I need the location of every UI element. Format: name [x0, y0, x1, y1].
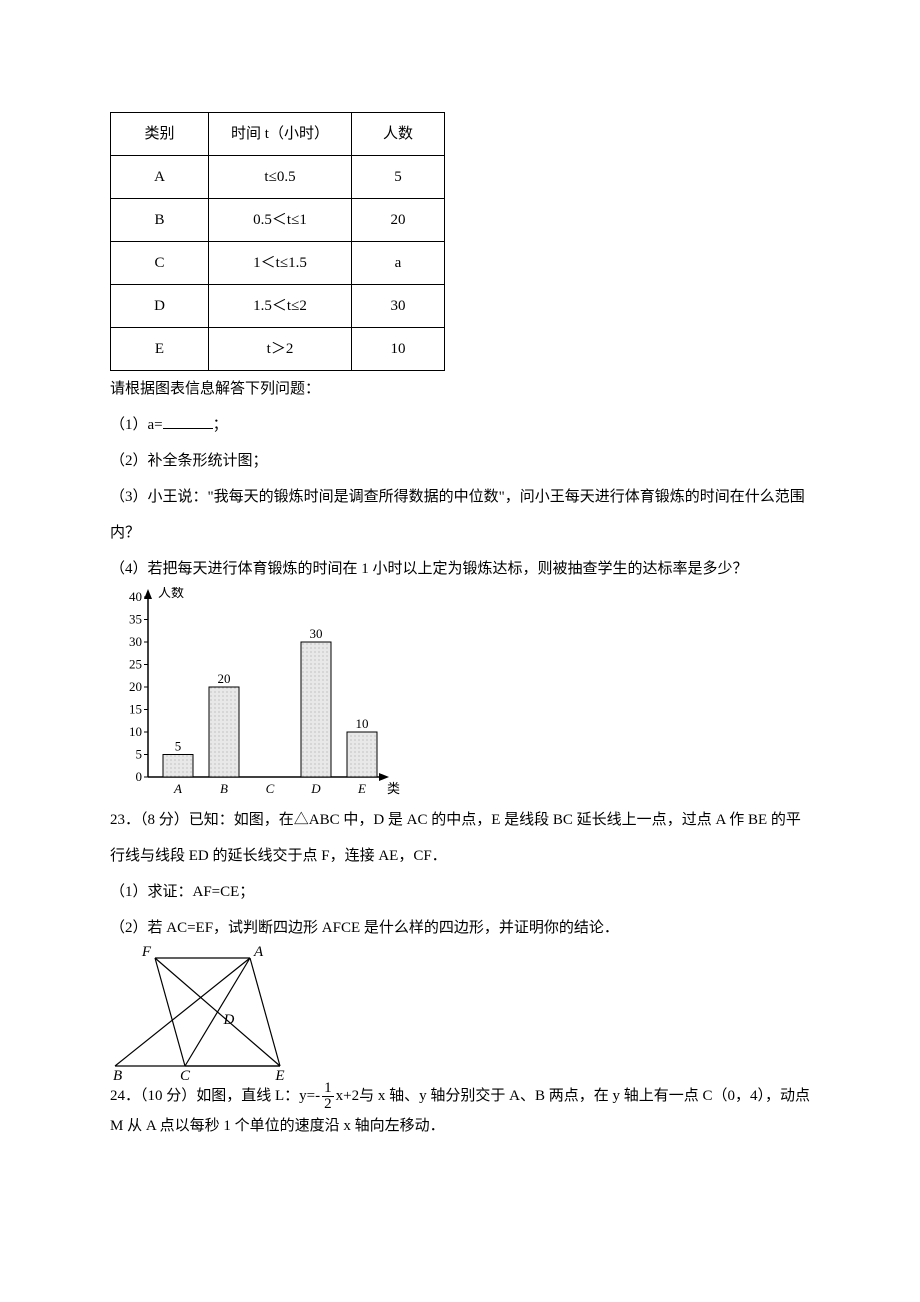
- table-header-cell: 时间 t（小时）: [209, 113, 352, 156]
- table-cell: 20: [352, 199, 445, 242]
- table-row: 类别 时间 t（小时） 人数: [111, 113, 445, 156]
- table-row: C 1＜t≤1.5 a: [111, 242, 445, 285]
- question-2: （2）补全条形统计图；: [110, 443, 810, 479]
- question-3: （3）小王说："我每天的锻炼时间是调查所得数据的中位数"，问小王每天进行体育锻炼…: [110, 479, 810, 551]
- svg-text:10: 10: [129, 724, 142, 739]
- svg-text:25: 25: [129, 657, 142, 672]
- question-23: 23．（8 分）已知：如图，在△ABC 中，D 是 AC 的中点，E 是线段 B…: [110, 802, 810, 874]
- geometry-figure: F A B C E D: [110, 946, 810, 1081]
- fraction-den: 2: [322, 1097, 334, 1112]
- table-cell: t≤0.5: [209, 156, 352, 199]
- svg-text:5: 5: [136, 747, 143, 762]
- svg-text:E: E: [357, 781, 366, 796]
- svg-text:0: 0: [136, 769, 143, 784]
- fraction-half: 12: [322, 1081, 334, 1112]
- table-cell: 1.5＜t≤2: [209, 285, 352, 328]
- svg-text:30: 30: [310, 626, 323, 641]
- svg-text:20: 20: [218, 671, 231, 686]
- svg-text:类别: 类别: [387, 781, 400, 796]
- bar-chart-svg: 0 5 10 15 20 25 30 35 40 人数类别 5 A 20 B C 30 D 10 E: [110, 587, 400, 802]
- svg-text:F: F: [141, 946, 152, 960]
- table-cell: C: [111, 242, 209, 285]
- table-header-cell: 人数: [352, 113, 445, 156]
- svg-text:A: A: [173, 781, 182, 796]
- svg-text:10: 10: [356, 716, 369, 731]
- table-cell: t＞2: [209, 328, 352, 371]
- svg-text:E: E: [274, 1068, 284, 1081]
- svg-text:D: D: [223, 1012, 235, 1028]
- q1-post: ；: [213, 417, 228, 433]
- data-table: 类别 时间 t（小时） 人数 A t≤0.5 5 B 0.5＜t≤1 20 C …: [110, 112, 445, 371]
- svg-text:20: 20: [129, 679, 142, 694]
- fraction-num: 1: [322, 1081, 334, 1097]
- page: 类别 时间 t（小时） 人数 A t≤0.5 5 B 0.5＜t≤1 20 C …: [0, 0, 920, 1201]
- table-row: E t＞2 10: [111, 328, 445, 371]
- question-4: （4）若把每天进行体育锻炼的时间在 1 小时以上定为锻炼达标，则被抽查学生的达标…: [110, 551, 810, 587]
- table-cell: E: [111, 328, 209, 371]
- table-row: A t≤0.5 5: [111, 156, 445, 199]
- svg-text:D: D: [310, 781, 321, 796]
- svg-text:C: C: [266, 781, 275, 796]
- svg-text:5: 5: [175, 739, 182, 754]
- question-24: 24．（10 分）如图，直线 L：y=-12x+2与 x 轴、y 轴分别交于 A…: [110, 1081, 810, 1141]
- q1-pre: （1）a=: [110, 417, 163, 433]
- table-cell: B: [111, 199, 209, 242]
- svg-text:人数: 人数: [158, 587, 184, 600]
- svg-text:A: A: [253, 946, 264, 960]
- blank-input[interactable]: [163, 415, 213, 430]
- q24-mid: x+2: [336, 1088, 359, 1104]
- table-row: B 0.5＜t≤1 20: [111, 199, 445, 242]
- question-23-sub2: （2）若 AC=EF，试判断四边形 AFCE 是什么样的四边形，并证明你的结论．: [110, 910, 810, 946]
- table-cell: A: [111, 156, 209, 199]
- table-cell: 5: [352, 156, 445, 199]
- table-cell: 10: [352, 328, 445, 371]
- table-row: D 1.5＜t≤2 30: [111, 285, 445, 328]
- svg-text:B: B: [220, 781, 228, 796]
- svg-text:15: 15: [129, 702, 142, 717]
- q24-pre: 24．（10 分）如图，直线 L：: [110, 1088, 299, 1104]
- table-header-cell: 类别: [111, 113, 209, 156]
- svg-text:30: 30: [129, 634, 142, 649]
- svg-text:40: 40: [129, 589, 142, 604]
- table-cell: 30: [352, 285, 445, 328]
- bar-chart: 0 5 10 15 20 25 30 35 40 人数类别 5 A 20 B C 30 D 10 E: [110, 587, 810, 802]
- table-cell: 0.5＜t≤1: [209, 199, 352, 242]
- question-23-sub1: （1）求证：AF=CE；: [110, 874, 810, 910]
- question-1: （1）a= ；: [110, 407, 810, 443]
- intro-text: 请根据图表信息解答下列问题：: [110, 371, 810, 407]
- svg-text:C: C: [180, 1068, 191, 1081]
- svg-text:35: 35: [129, 612, 142, 627]
- table-cell: a: [352, 242, 445, 285]
- svg-text:B: B: [113, 1068, 122, 1081]
- geometry-svg: F A B C E D: [110, 946, 310, 1081]
- q24-y: y=-: [299, 1088, 320, 1104]
- table-cell: 1＜t≤1.5: [209, 242, 352, 285]
- table-cell: D: [111, 285, 209, 328]
